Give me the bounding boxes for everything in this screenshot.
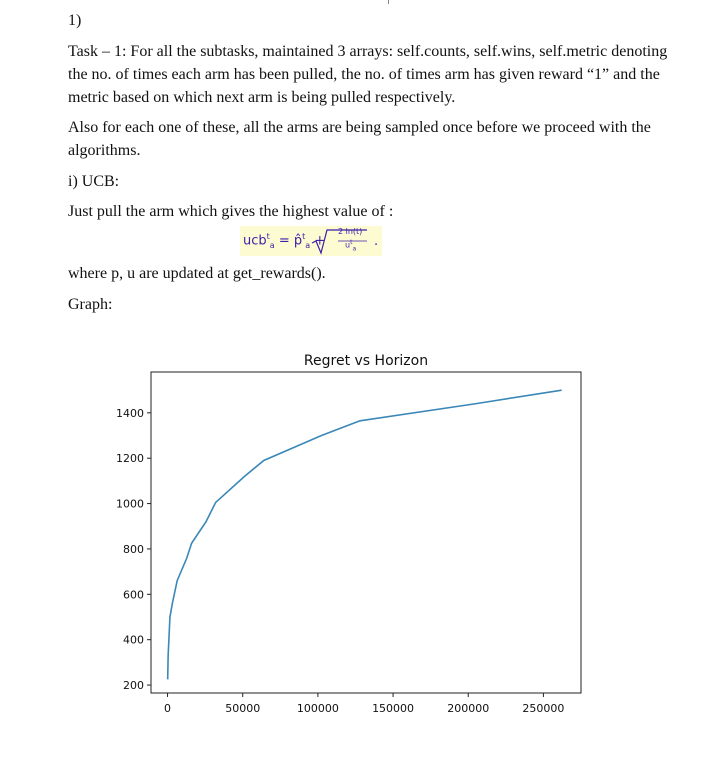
x-tick-label: 100000 bbox=[297, 702, 339, 715]
page-top-rule bbox=[388, 0, 389, 4]
formula-lhs: ucb bbox=[243, 233, 267, 249]
chart-title: Regret vs Horizon bbox=[304, 353, 428, 369]
formula-term-sup: t bbox=[302, 232, 306, 241]
sampling-note: Also for each one of these, all the arms… bbox=[68, 119, 651, 159]
formula-equals: = bbox=[278, 233, 290, 249]
x-tick-label: 0 bbox=[164, 702, 171, 715]
chart-marks: 0 50000 100000 150000 200000 250000 200 400 600 8… bbox=[116, 389, 564, 715]
formula-lhs-and-term: ucbta = p̂ta + bbox=[243, 232, 325, 250]
formula-lhs-sup: t bbox=[266, 232, 270, 241]
plot-area-frame bbox=[150, 371, 582, 694]
instruction-text: Just pull the arm which gives the highes… bbox=[68, 203, 394, 220]
formula-denominator: uta bbox=[345, 239, 356, 252]
formula-den-sup: t bbox=[350, 239, 353, 246]
series-line bbox=[166, 389, 562, 680]
y-tick-label: 1400 bbox=[116, 407, 144, 420]
formula-term-sub: a bbox=[305, 240, 311, 250]
y-tick-label: 1000 bbox=[116, 498, 144, 511]
y-tick-label: 200 bbox=[123, 679, 144, 692]
x-tick-label: 200000 bbox=[447, 702, 489, 715]
y-tick-label: 600 bbox=[123, 588, 144, 601]
formula-lhs-sub: a bbox=[269, 240, 275, 250]
formula-plus: + bbox=[314, 233, 326, 249]
formula-den-letter: u bbox=[345, 240, 351, 250]
y-tick-label: 800 bbox=[123, 543, 144, 556]
formula-numerator: 2 ln(t) bbox=[338, 227, 363, 236]
ucb-formula-image: ucbta = p̂ta + 2 ln(t) uta . bbox=[240, 226, 382, 256]
formula-den-sub: a bbox=[352, 245, 357, 253]
graph-label: Graph: bbox=[68, 296, 113, 313]
y-tick-label: 400 bbox=[123, 634, 144, 647]
question-number: 1) bbox=[68, 12, 82, 29]
section-heading-ucb: i) UCB: bbox=[68, 173, 120, 190]
sqrt-symbol-icon bbox=[311, 229, 367, 255]
x-tick-label: 50000 bbox=[225, 702, 260, 715]
x-tick-label: 150000 bbox=[372, 702, 414, 715]
formula-trailing-dot: . bbox=[374, 234, 379, 249]
formula-term: p̂ bbox=[293, 233, 303, 249]
x-tick-label: 250000 bbox=[522, 702, 564, 715]
update-note: where p, u are updated at get_rewards(). bbox=[68, 265, 326, 282]
y-tick-label: 1200 bbox=[116, 452, 144, 465]
task-description: Task – 1: For all the subtasks, maintain… bbox=[68, 43, 668, 106]
